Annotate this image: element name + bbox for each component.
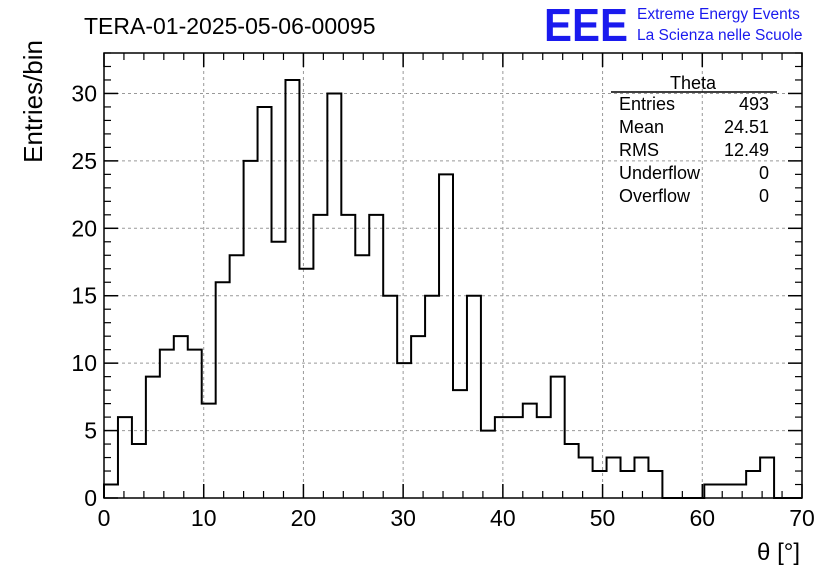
histogram-bin: [299, 269, 313, 498]
histogram-bin: [495, 417, 509, 498]
histogram-bin: [453, 390, 467, 498]
x-tick-label: 30: [390, 505, 416, 531]
histogram-bin: [397, 363, 411, 498]
y-tick-label: 30: [71, 80, 97, 106]
histogram-bin: [160, 350, 174, 498]
stats-row: Mean 24.51: [619, 117, 769, 137]
stats-label-mean: Mean: [619, 117, 664, 137]
histogram-bin: [704, 485, 718, 498]
histogram-bin: [467, 296, 481, 498]
histogram-bin: [523, 404, 537, 498]
x-tick-label: 60: [689, 505, 715, 531]
stats-label-entries: Entries: [619, 94, 675, 114]
histogram-bin: [593, 471, 607, 498]
logo-line-2: La Scienza nelle Scuole: [637, 27, 802, 44]
histogram-bin: [188, 350, 202, 498]
histogram-bin: [230, 255, 244, 498]
histogram-bin: [579, 458, 593, 498]
x-axis-label: θ [°]: [757, 539, 800, 566]
y-tick-label: 15: [71, 283, 97, 309]
histogram-bin: [272, 242, 286, 498]
histogram-bin: [537, 417, 551, 498]
histogram-bin: [509, 417, 523, 498]
histogram-bin: [216, 282, 230, 498]
stats-value-underflow: 0: [759, 163, 769, 183]
histogram-bin: [341, 215, 355, 498]
histogram-bin: [146, 377, 160, 498]
y-tick-label: 10: [71, 350, 97, 376]
y-axis-label: Entries/bin: [18, 40, 48, 163]
histogram-outline: [103, 78, 802, 499]
y-tick-label: 25: [71, 148, 97, 174]
x-tick-label: 0: [98, 505, 111, 531]
histogram-bin: [258, 107, 272, 498]
histogram-bin: [132, 444, 146, 498]
histogram-bin: [369, 215, 383, 498]
histogram-bin: [439, 174, 453, 498]
y-tick-label: 5: [84, 418, 97, 444]
histogram-bin: [425, 296, 439, 498]
x-tick-label: 70: [789, 505, 815, 531]
histogram-bin: [327, 93, 341, 498]
y-tick-label: 20: [71, 215, 97, 241]
histogram-bin: [285, 80, 299, 498]
y-tick-labels: 0 5 10 15 20 25 30: [71, 80, 97, 511]
histogram-bin: [313, 215, 327, 498]
stats-row: RMS 12.49: [619, 140, 769, 160]
histogram-bin: [244, 161, 258, 498]
stats-row: Entries 493: [619, 94, 769, 114]
stats-value-rms: 12.49: [724, 140, 769, 160]
histogram-bin: [174, 336, 188, 498]
stats-box: Theta Entries 493 Mean 24.51 RMS 12.49 U…: [611, 73, 777, 206]
stats-value-overflow: 0: [759, 186, 769, 206]
stats-label-overflow: Overflow: [619, 186, 691, 206]
histogram-bin: [411, 336, 425, 498]
histogram-bin: [355, 255, 369, 498]
axis-ticks: [103, 52, 803, 499]
chart-title: TERA-01-2025-05-06-00095: [84, 13, 376, 39]
x-tick-label: 40: [490, 505, 516, 531]
histogram-bin: [607, 458, 621, 498]
histogram-bin: [202, 404, 216, 498]
x-tick-label: 20: [291, 505, 317, 531]
x-tick-label: 50: [590, 505, 616, 531]
histogram-bin: [648, 471, 662, 498]
histogram-bin: [104, 485, 118, 498]
eee-logo-mark: EEE: [544, 0, 628, 51]
x-tick-label: 10: [191, 505, 217, 531]
stats-row: Overflow 0: [619, 186, 769, 206]
plot-frame: [103, 52, 803, 499]
stats-row: Underflow 0: [619, 163, 769, 183]
stats-value-entries: 493: [739, 94, 769, 114]
histogram-bin: [621, 471, 635, 498]
histogram-bin: [481, 431, 495, 498]
histogram-bin: [551, 377, 565, 498]
stats-label-underflow: Underflow: [619, 163, 701, 183]
histogram-bin: [718, 485, 732, 498]
histogram-bin: [383, 296, 397, 498]
stats-title: Theta: [670, 73, 717, 93]
histogram-bin: [760, 458, 774, 498]
stats-value-mean: 24.51: [724, 117, 769, 137]
histogram-bin: [118, 417, 132, 498]
histogram-bin: [746, 471, 760, 498]
histogram-bin: [634, 458, 648, 498]
histogram-bin: [565, 444, 579, 498]
eee-logo: EEE Extreme Energy Events La Scienza nel…: [544, 0, 802, 51]
stats-label-rms: RMS: [619, 140, 659, 160]
histogram-bin: [732, 485, 746, 498]
logo-line-1: Extreme Energy Events: [637, 6, 800, 23]
y-tick-label: 0: [84, 485, 97, 511]
x-tick-labels: 0 10 20 30 40 50 60 70: [98, 505, 815, 531]
